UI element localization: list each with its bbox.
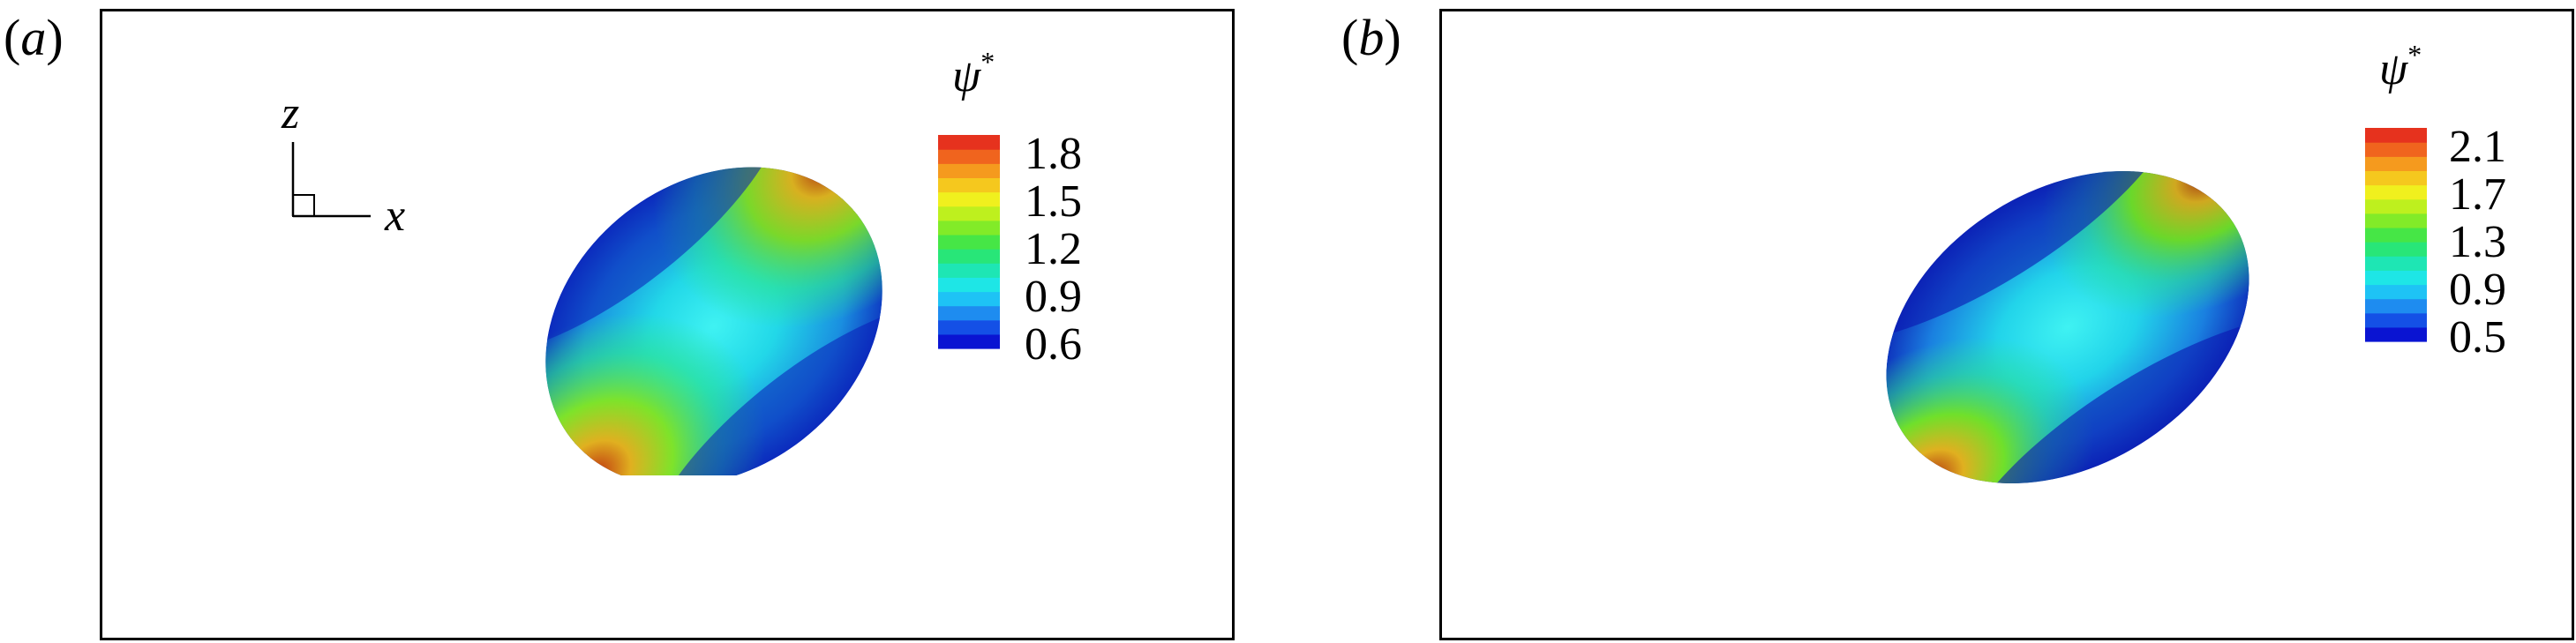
ellipsoid-surface-b <box>1829 107 2307 548</box>
colorbar-swatch <box>2365 128 2427 143</box>
colorbar-swatch <box>938 277 1000 293</box>
colorbar-swatch <box>938 163 1000 178</box>
panel-a-label: (a) <box>4 9 64 66</box>
colorbar-b-tick: 2.1 <box>2449 122 2506 172</box>
colorbar-swatch <box>938 319 1000 335</box>
colorbar-swatch <box>2365 284 2427 300</box>
colorbar-a-tick: 0.6 <box>1025 319 1082 370</box>
colorbar-swatch <box>2365 170 2427 186</box>
colorbar-swatch <box>938 177 1000 193</box>
colorbar-swatch <box>938 263 1000 278</box>
colorbar-swatch <box>938 149 1000 164</box>
colorbar-swatch <box>2365 142 2427 157</box>
colorbar-swatch <box>2365 227 2427 243</box>
colorbar-b: ψ* 2.1 1.7 1.3 0.9 0.5 <box>2365 39 2506 363</box>
colorbar-swatch <box>2365 156 2427 171</box>
colorbar-swatch <box>2365 298 2427 314</box>
axis-indicator: z x <box>281 88 405 241</box>
colorbar-a-tick: 1.5 <box>1025 176 1082 227</box>
panel-b-plot: ψ* 2.1 1.7 1.3 0.9 0.5 <box>1829 39 2506 548</box>
colorbar-swatch <box>938 220 1000 236</box>
colorbar-swatch <box>2365 256 2427 271</box>
colorbar-swatch <box>938 291 1000 307</box>
colorbar-swatch <box>938 305 1000 321</box>
panel-a-frame: z x ψ* 1.8 1.5 1.2 0.9 0.6 <box>100 9 1235 640</box>
colorbar-swatch <box>2365 198 2427 214</box>
colorbar-swatch <box>2365 242 2427 257</box>
colorbar-swatch <box>2365 326 2427 342</box>
colorbar-swatch <box>938 234 1000 250</box>
colorbar-swatch <box>938 206 1000 221</box>
colorbar-b-tick: 1.7 <box>2449 169 2506 220</box>
colorbar-a-tick: 1.8 <box>1025 129 1082 179</box>
colorbar-swatch <box>2365 213 2427 228</box>
colorbar-b-tick: 1.3 <box>2449 217 2506 267</box>
panel-a-plot: z x ψ* 1.8 1.5 1.2 0.9 0.6 <box>281 46 1082 475</box>
colorbar-swatch <box>938 191 1000 207</box>
colorbar-a: ψ* 1.8 1.5 1.2 0.9 0.6 <box>938 46 1082 370</box>
colorbar-swatch <box>2365 312 2427 328</box>
colorbar-swatch <box>938 333 1000 349</box>
colorbar-a-swatches <box>938 135 1000 349</box>
colorbar-b-swatches <box>2365 128 2427 342</box>
colorbar-b-tick: 0.5 <box>2449 312 2506 363</box>
colorbar-a-tick: 0.9 <box>1025 272 1082 322</box>
colorbar-swatch <box>938 249 1000 264</box>
colorbar-swatch <box>2365 184 2427 200</box>
colorbar-swatch <box>938 135 1000 150</box>
colorbar-a-title: ψ* <box>952 46 995 101</box>
panel-b-frame: ψ* 2.1 1.7 1.3 0.9 0.5 <box>1439 9 2574 640</box>
panel-b-label: (b) <box>1341 9 1401 66</box>
colorbar-a-tick: 1.2 <box>1025 224 1082 274</box>
z-axis-label: z <box>281 88 299 138</box>
colorbar-swatch <box>2365 270 2427 286</box>
x-axis-label: x <box>384 191 405 241</box>
colorbar-b-tick: 0.9 <box>2449 265 2506 315</box>
colorbar-b-title: ψ* <box>2379 39 2422 94</box>
